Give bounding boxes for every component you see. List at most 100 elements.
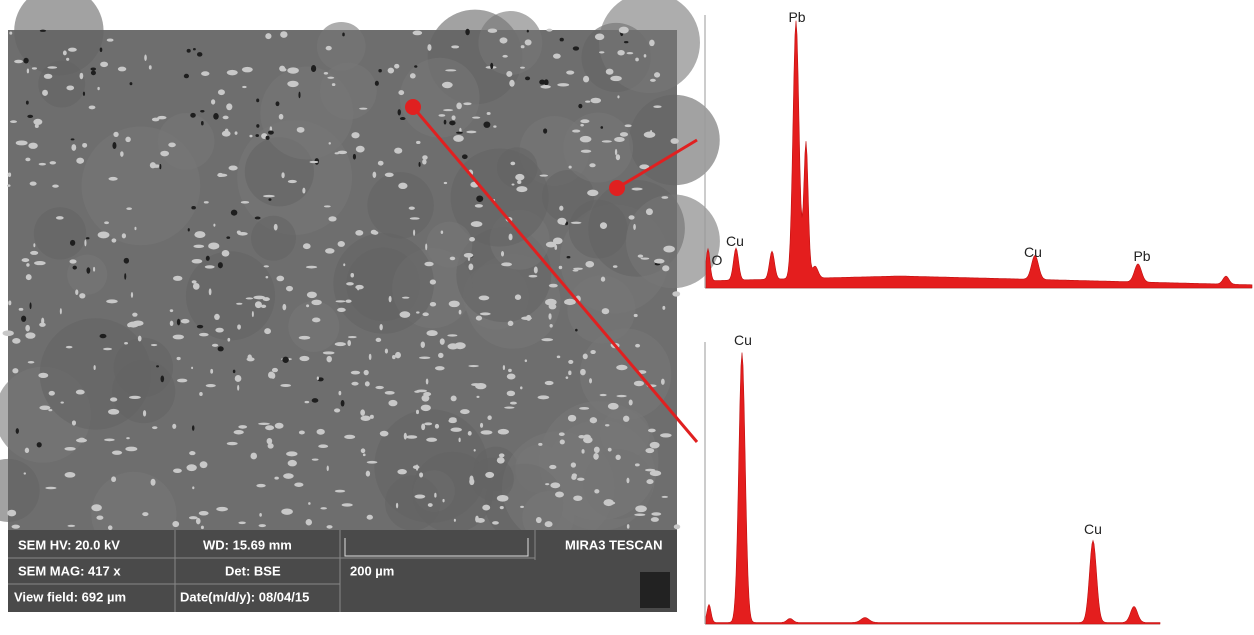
light-phase bbox=[412, 30, 423, 36]
light-phase bbox=[34, 261, 46, 266]
light-phase bbox=[486, 112, 491, 116]
light-phase bbox=[394, 63, 400, 69]
light-phase bbox=[442, 498, 445, 503]
light-phase bbox=[469, 478, 475, 486]
light-phase bbox=[426, 330, 438, 337]
light-phase bbox=[438, 114, 446, 117]
light-phase bbox=[18, 307, 24, 311]
light-phase bbox=[33, 118, 43, 125]
light-phase bbox=[191, 280, 197, 284]
light-phase bbox=[152, 426, 158, 430]
light-phase bbox=[429, 301, 437, 307]
light-phase bbox=[93, 266, 96, 272]
light-phase bbox=[195, 517, 201, 525]
light-phase bbox=[127, 322, 133, 328]
light-phase bbox=[328, 216, 337, 222]
info-text: Date(m/d/y): 08/04/15 bbox=[180, 589, 309, 604]
light-phase bbox=[573, 495, 583, 501]
light-phase bbox=[434, 492, 437, 498]
light-phase bbox=[502, 365, 506, 371]
pore bbox=[72, 265, 77, 270]
light-phase bbox=[460, 409, 470, 415]
light-phase bbox=[211, 343, 219, 347]
light-phase bbox=[186, 464, 197, 472]
grain bbox=[563, 112, 634, 183]
light-phase bbox=[208, 288, 212, 296]
light-phase bbox=[635, 57, 639, 62]
light-phase bbox=[413, 229, 416, 236]
light-phase bbox=[469, 237, 476, 242]
light-phase bbox=[128, 395, 141, 399]
light-phase bbox=[653, 72, 661, 78]
light-phase bbox=[633, 313, 638, 318]
light-phase bbox=[360, 448, 366, 454]
pore bbox=[374, 80, 379, 86]
light-phase bbox=[557, 83, 570, 87]
light-phase bbox=[399, 311, 411, 318]
light-phase bbox=[515, 173, 525, 181]
light-phase bbox=[589, 378, 593, 384]
light-phase bbox=[259, 512, 262, 517]
light-phase bbox=[236, 302, 243, 305]
light-phase bbox=[559, 439, 565, 445]
light-phase bbox=[487, 28, 498, 33]
light-phase bbox=[363, 369, 369, 376]
light-phase bbox=[45, 486, 57, 490]
light-phase bbox=[648, 428, 656, 433]
light-phase bbox=[26, 68, 30, 74]
pore bbox=[191, 206, 196, 210]
light-phase bbox=[298, 430, 305, 435]
light-phase bbox=[506, 390, 516, 397]
pore bbox=[226, 236, 231, 239]
light-phase bbox=[368, 353, 372, 360]
light-phase bbox=[169, 320, 174, 326]
pore bbox=[70, 138, 75, 141]
light-phase bbox=[201, 71, 210, 76]
light-phase bbox=[509, 79, 515, 87]
light-phase bbox=[416, 140, 421, 144]
light-phase bbox=[216, 506, 228, 512]
light-phase bbox=[142, 410, 147, 417]
light-phase bbox=[39, 405, 51, 411]
light-phase bbox=[192, 282, 200, 290]
light-phase bbox=[556, 355, 561, 359]
light-phase bbox=[643, 131, 656, 138]
light-phase bbox=[26, 263, 30, 267]
light-phase bbox=[619, 132, 629, 137]
light-phase bbox=[521, 316, 533, 320]
pore bbox=[90, 70, 96, 76]
light-phase bbox=[448, 300, 460, 308]
light-phase bbox=[71, 144, 77, 151]
pore bbox=[600, 126, 604, 129]
light-phase bbox=[545, 241, 557, 248]
peak-label: Cu bbox=[1084, 521, 1102, 537]
light-phase bbox=[552, 237, 563, 245]
light-phase bbox=[568, 370, 572, 376]
spectrum bbox=[705, 352, 1161, 625]
light-phase bbox=[540, 85, 551, 89]
light-phase bbox=[113, 131, 119, 137]
pore bbox=[82, 91, 86, 96]
pore bbox=[282, 356, 289, 363]
light-phase bbox=[107, 525, 113, 531]
light-phase bbox=[438, 352, 444, 359]
light-phase bbox=[351, 132, 360, 139]
light-phase bbox=[306, 304, 310, 308]
light-phase bbox=[355, 145, 365, 153]
grain bbox=[399, 57, 480, 138]
light-phase bbox=[7, 509, 17, 517]
light-phase bbox=[217, 89, 225, 96]
light-phase bbox=[237, 232, 248, 236]
light-phase bbox=[278, 113, 284, 120]
light-phase bbox=[539, 174, 549, 177]
light-phase bbox=[124, 341, 129, 345]
light-phase bbox=[424, 261, 434, 267]
pore bbox=[85, 237, 90, 240]
light-phase bbox=[263, 194, 275, 198]
pore bbox=[256, 98, 260, 103]
light-phase bbox=[616, 394, 627, 398]
light-phase bbox=[401, 296, 410, 299]
light-phase bbox=[480, 430, 493, 435]
light-phase bbox=[67, 524, 76, 527]
light-phase bbox=[565, 376, 569, 379]
